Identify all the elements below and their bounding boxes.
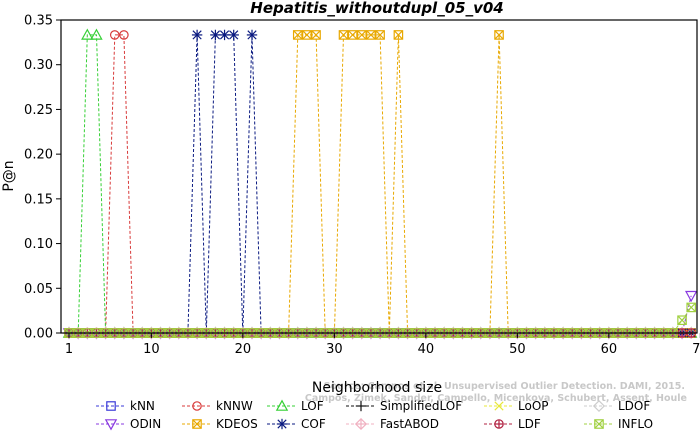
- series-line: [69, 34, 692, 334]
- point-COF: [191, 29, 203, 41]
- plot-area: [62, 28, 698, 340]
- legend-label: kNN: [130, 399, 155, 413]
- y-tick-label: 0.30: [24, 58, 53, 73]
- point-INFLO: [686, 302, 696, 313]
- x-tick-label: 10: [143, 342, 160, 357]
- legend-marker-KDEOS: [192, 419, 202, 429]
- legend-marker-kNN: [106, 401, 116, 411]
- y-tick-label: 0.20: [24, 148, 53, 163]
- point-ODIN: [684, 290, 698, 303]
- legend-item-FastABOD: FastABOD: [346, 417, 439, 431]
- point-KDEOS: [347, 30, 358, 40]
- x-tick-label: 70: [692, 342, 700, 357]
- y-axis: 0.00 0.05 0.10 0.15 0.20 0.25 0.30 0.35: [24, 14, 61, 342]
- y-tick-label: 0.15: [24, 192, 53, 207]
- point-KDEOS: [338, 30, 349, 40]
- watermark-line2: Campos, Zimek, Sander, Campello, Micenko…: [305, 393, 687, 404]
- legend-label: KDEOS: [216, 417, 258, 431]
- legend-marker-LoOP: [494, 401, 504, 411]
- series-KDEOS: [64, 30, 696, 338]
- legend-label: SimplifiedLOF: [380, 399, 462, 413]
- legend-label: LDF: [518, 417, 541, 431]
- point-KDEOS: [292, 30, 303, 40]
- legend-item-KDEOS: KDEOS: [182, 417, 258, 431]
- x-tick-label: 50: [509, 342, 526, 357]
- legend-marker-SimplifiedLOF: [355, 400, 367, 412]
- legend-item-LOF: LOF: [267, 399, 324, 413]
- legend-label: COF: [301, 417, 326, 431]
- series-LOF: [62, 28, 698, 338]
- legend-item-kNNW: kNNW: [182, 399, 253, 413]
- point-KDEOS: [375, 30, 385, 40]
- legend-marker-LDOF: [592, 399, 606, 413]
- x-axis: 1 10 20 30 40 50 60 70: [65, 333, 700, 357]
- watermark-line1: Source: Campos et al. Unsupervised Outli…: [324, 381, 685, 392]
- legend-label: FastABOD: [380, 417, 439, 431]
- legend-item-COF: COF: [267, 417, 326, 431]
- legend-marker-kNNW: [192, 401, 202, 411]
- point-KDEOS: [357, 30, 367, 40]
- y-axis-label: P@n: [1, 160, 17, 191]
- legend-marker-LDF: [494, 419, 504, 429]
- series-kNNW: [64, 30, 696, 338]
- legend-item-kNN: kNN: [96, 399, 155, 413]
- y-tick-label: 0.25: [24, 103, 53, 118]
- legend-item-ODIN: ODIN: [96, 417, 161, 431]
- series-line: [69, 34, 692, 334]
- legend-item-INFLO: INFLO: [584, 417, 653, 431]
- x-axis-label: Neighborhood size: [312, 380, 442, 396]
- chart-title: Hepatitis_withoutdupl_05_v04: [250, 0, 503, 17]
- legend-item-LDOF: LDOF: [584, 399, 650, 413]
- y-tick-label: 0.10: [24, 237, 53, 252]
- point-KDEOS: [494, 30, 504, 40]
- point-COF: [228, 29, 239, 41]
- point-KDEOS: [366, 30, 376, 40]
- point-KDEOS: [393, 30, 404, 40]
- point-LOF: [90, 28, 103, 40]
- point-INFLO: [677, 315, 687, 326]
- y-tick-label: 0.00: [24, 327, 53, 342]
- legend-label: LDOF: [618, 399, 650, 413]
- legend-item-SimplifiedLOF: SimplifiedLOF: [346, 399, 462, 413]
- x-tick-label: 1: [65, 342, 73, 357]
- series-line: [69, 34, 692, 334]
- legend-item-LoOP: LoOP: [484, 399, 549, 413]
- point-COF: [246, 29, 258, 41]
- watermark: Source: Campos et al. Unsupervised Outli…: [305, 381, 687, 404]
- y-tick-label: 0.35: [24, 14, 53, 29]
- point-KDEOS: [302, 30, 312, 40]
- legend-label: ODIN: [130, 417, 161, 431]
- plot-frame: [60, 19, 698, 334]
- x-tick-label: 30: [326, 342, 343, 357]
- x-tick-label: 20: [235, 342, 252, 357]
- legend: kNN kNNW LOF SimplifiedLOF LoOP LDOF ODIN KDEOS…: [96, 399, 653, 431]
- series-line: [69, 34, 692, 334]
- point-kNNW: [109, 30, 120, 40]
- legend-marker-LOF: [275, 399, 289, 411]
- point-LOF: [81, 28, 94, 40]
- series-COF: [63, 29, 697, 339]
- point-COF: [219, 29, 230, 41]
- legend-marker-FastABOD: [354, 417, 368, 431]
- legend-label: INFLO: [618, 417, 653, 431]
- y-tick-label: 0.05: [24, 282, 53, 297]
- point-kNNW: [119, 30, 129, 40]
- legend-item-LDF: LDF: [484, 417, 541, 431]
- legend-marker-INFLO: [594, 419, 604, 429]
- point-KDEOS: [311, 30, 321, 40]
- legend-label: LOF: [301, 399, 324, 413]
- legend-label: LoOP: [518, 399, 549, 413]
- legend-marker-COF: [276, 418, 288, 430]
- x-tick-label: 60: [601, 342, 618, 357]
- x-tick-label: 40: [418, 342, 435, 357]
- legend-label: kNNW: [216, 399, 253, 413]
- legend-marker-ODIN: [104, 419, 118, 431]
- point-COF: [210, 29, 221, 41]
